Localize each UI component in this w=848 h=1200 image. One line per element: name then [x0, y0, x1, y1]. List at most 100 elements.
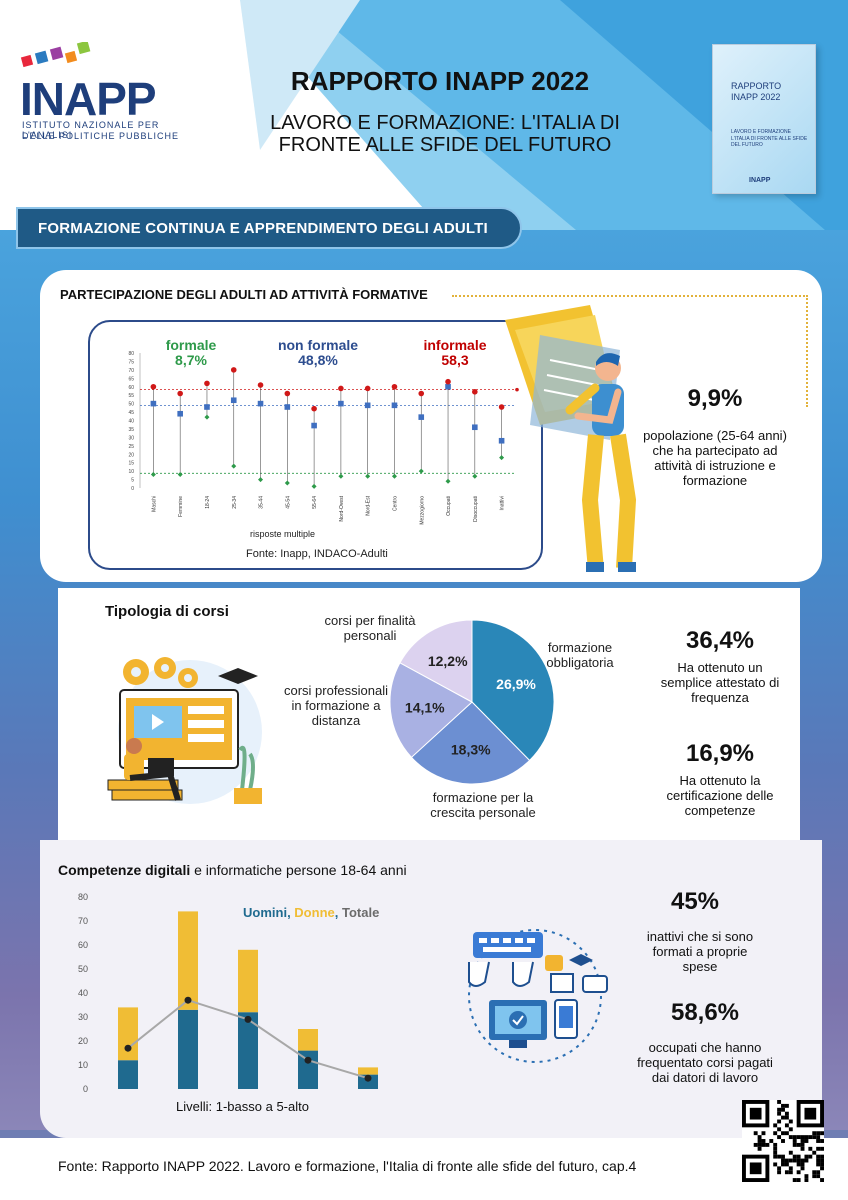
qr-module	[784, 1111, 789, 1116]
y-tick-label: 50	[78, 964, 88, 974]
qr-module	[816, 1174, 821, 1179]
pie-label-crescita: formazione per la crescita personale	[430, 790, 536, 820]
digital-skills-panel	[40, 840, 822, 1138]
qr-module	[757, 1135, 762, 1140]
y-tick-label: 0	[131, 486, 134, 492]
y-tick-label: 45	[128, 410, 134, 416]
digital-title-bold: Competenze digitali	[58, 862, 191, 878]
book-sub-1: LAVORO E FORMAZIONE	[731, 129, 791, 135]
point-informale	[391, 383, 398, 390]
point-non-formale	[418, 414, 425, 420]
qr-module	[788, 1127, 793, 1132]
qr-module	[792, 1178, 797, 1182]
y-tick-label: 60	[128, 385, 134, 391]
point-non-formale	[284, 404, 291, 410]
y-tick-label: 30	[78, 1012, 88, 1022]
qr-module	[792, 1142, 797, 1147]
y-tick-label: 5	[131, 478, 134, 484]
total-point	[124, 1044, 132, 1052]
qr-module	[781, 1103, 785, 1108]
reference-end-dot	[515, 387, 519, 392]
point-formale	[445, 478, 451, 484]
pie-slice-label: 12,2%	[428, 653, 468, 669]
qr-module	[784, 1123, 789, 1128]
qr-module	[784, 1115, 789, 1120]
online-learning-illustration	[107, 657, 262, 804]
total-point	[304, 1056, 312, 1064]
qr-module	[816, 1162, 821, 1167]
qr-module	[816, 1139, 821, 1143]
point-non-formale	[150, 400, 157, 407]
point-formale	[391, 473, 397, 479]
point-formale	[311, 483, 317, 489]
qr-module	[820, 1154, 824, 1159]
legend-formale: formale 8,7%	[155, 338, 227, 368]
digital-skills-chart: 0 10 20 30 40 50 60 70 80	[78, 892, 378, 1094]
qr-module	[788, 1150, 793, 1155]
logo-cubes-icon	[20, 42, 91, 68]
qr-module	[800, 1146, 805, 1151]
point-formale	[338, 473, 344, 479]
y-tick-label: 80	[128, 351, 134, 357]
qr-code-icon[interactable]	[742, 1100, 824, 1182]
qr-module	[788, 1119, 793, 1124]
bar-uomini	[298, 1050, 318, 1089]
pie-slice	[389, 662, 473, 759]
qr-module	[765, 1142, 770, 1147]
digital-stat1-text: inattivi che si sono formati a proprie s…	[646, 929, 754, 974]
point-formale	[365, 473, 371, 479]
qr-module	[812, 1131, 817, 1136]
qr-module	[816, 1154, 821, 1159]
qr-module	[800, 1166, 805, 1171]
point-non-formale	[177, 410, 183, 417]
qr-module	[816, 1170, 821, 1175]
point-formale	[150, 472, 156, 477]
qr-module	[773, 1154, 778, 1159]
qr-module	[820, 1131, 824, 1136]
legend-sep-1: ,	[287, 905, 295, 920]
participation-stat-text: popolazione (25-64 anni) che ha partecip…	[643, 428, 787, 488]
qr-module	[820, 1178, 824, 1182]
point-informale	[445, 378, 451, 385]
bar-uomini	[118, 1060, 138, 1089]
legend-non-formale: non formale 48,8%	[268, 338, 368, 368]
point-formale	[258, 477, 264, 483]
legend-uomini: Uomini	[243, 905, 288, 920]
qr-module	[773, 1150, 778, 1155]
qr-module	[792, 1139, 797, 1143]
y-tick-label: 20	[78, 1036, 88, 1046]
point-non-formale	[364, 402, 371, 409]
qr-module	[804, 1135, 809, 1140]
qr-module	[800, 1142, 805, 1147]
point-formale	[204, 414, 210, 420]
y-tick-label: 0	[83, 1084, 88, 1094]
point-informale	[472, 389, 478, 395]
qr-module	[788, 1170, 793, 1175]
point-non-formale	[311, 422, 317, 429]
legend-totale: Totale	[341, 905, 380, 920]
y-tick-label: 40	[78, 988, 88, 998]
qr-module	[812, 1135, 817, 1140]
inapp-logo: INAPP ISTITUTO NAZIONALE PER L'ANALISI D…	[20, 42, 190, 142]
pie-label-personali: corsi per finalità personali	[324, 613, 416, 643]
point-informale	[311, 405, 317, 412]
bar-donne	[298, 1029, 318, 1051]
qr-module	[804, 1139, 809, 1143]
point-non-formale	[230, 397, 237, 404]
qr-module	[788, 1166, 793, 1171]
qr-module	[753, 1131, 758, 1136]
pie-slice-label: 26,9%	[496, 676, 536, 692]
book-title-2: INAPP 2022	[731, 92, 781, 102]
x-tick-label: Mezzogiorno	[419, 496, 425, 525]
qr-finder-core	[804, 1107, 817, 1120]
participation-chart-frame	[88, 320, 543, 570]
qr-module	[804, 1178, 809, 1182]
point-informale	[150, 383, 157, 390]
qr-module	[781, 1154, 785, 1159]
x-tick-label: Nord-Est	[366, 495, 372, 515]
qr-module	[761, 1139, 766, 1143]
legend-formale-label: formale	[165, 337, 217, 353]
bar-donne	[238, 949, 258, 1013]
digital-devices-illustration	[468, 929, 608, 1063]
bar-uomini	[238, 1012, 258, 1089]
